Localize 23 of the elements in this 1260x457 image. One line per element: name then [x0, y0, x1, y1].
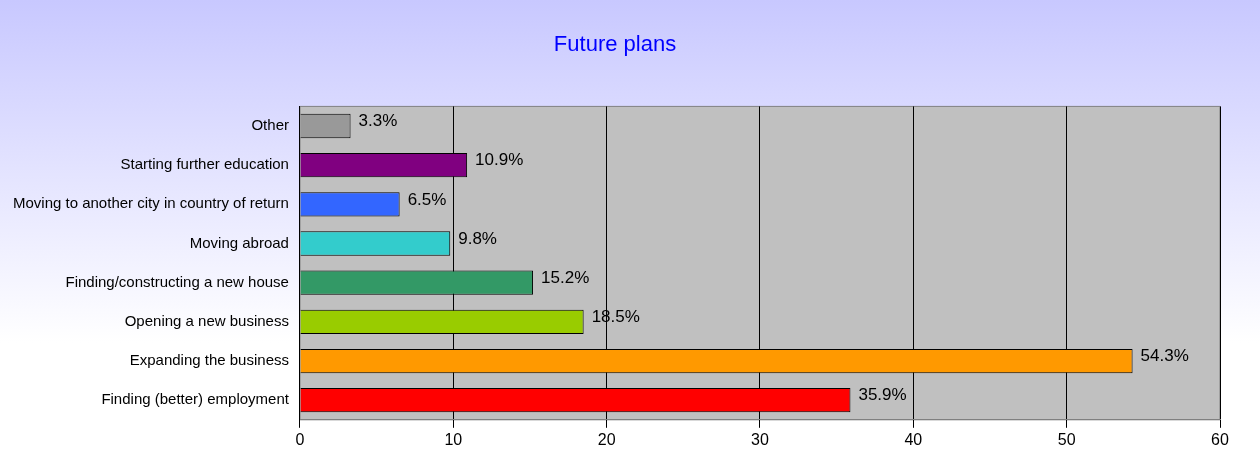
x-tick-label: 60 — [1211, 430, 1229, 448]
x-tick-label: 50 — [1057, 430, 1076, 448]
y-tick-label: Starting further education — [120, 155, 289, 173]
x-tick-label: 20 — [597, 430, 616, 448]
data-label: 54.3% — [1140, 346, 1189, 366]
y-tick-label: Other — [251, 116, 289, 134]
data-label: 6.5% — [407, 189, 447, 209]
y-tick-label: Finding (better) employment — [101, 390, 290, 408]
y-tick-label: Opening a new business — [124, 312, 289, 329]
x-tick-label: 10 — [444, 430, 463, 448]
data-label: 35.9% — [858, 385, 907, 405]
data-label: 15.2% — [541, 267, 590, 287]
data-label: 3.3% — [358, 111, 398, 131]
y-tick-label: Moving abroad — [189, 233, 289, 251]
data-label: 9.8% — [458, 228, 497, 248]
x-tick-label: 30 — [751, 430, 769, 448]
x-tick-label: 0 — [295, 430, 305, 448]
chart-title: Future plans — [553, 31, 677, 57]
y-tick-label: Finding/constructing a new house — [65, 272, 289, 290]
x-tick-label: 40 — [904, 430, 923, 448]
y-tick-label: Expanding the business — [129, 351, 289, 369]
data-label: 10.9% — [475, 150, 524, 170]
y-tick-label: Moving to another city in country of return — [12, 194, 289, 212]
